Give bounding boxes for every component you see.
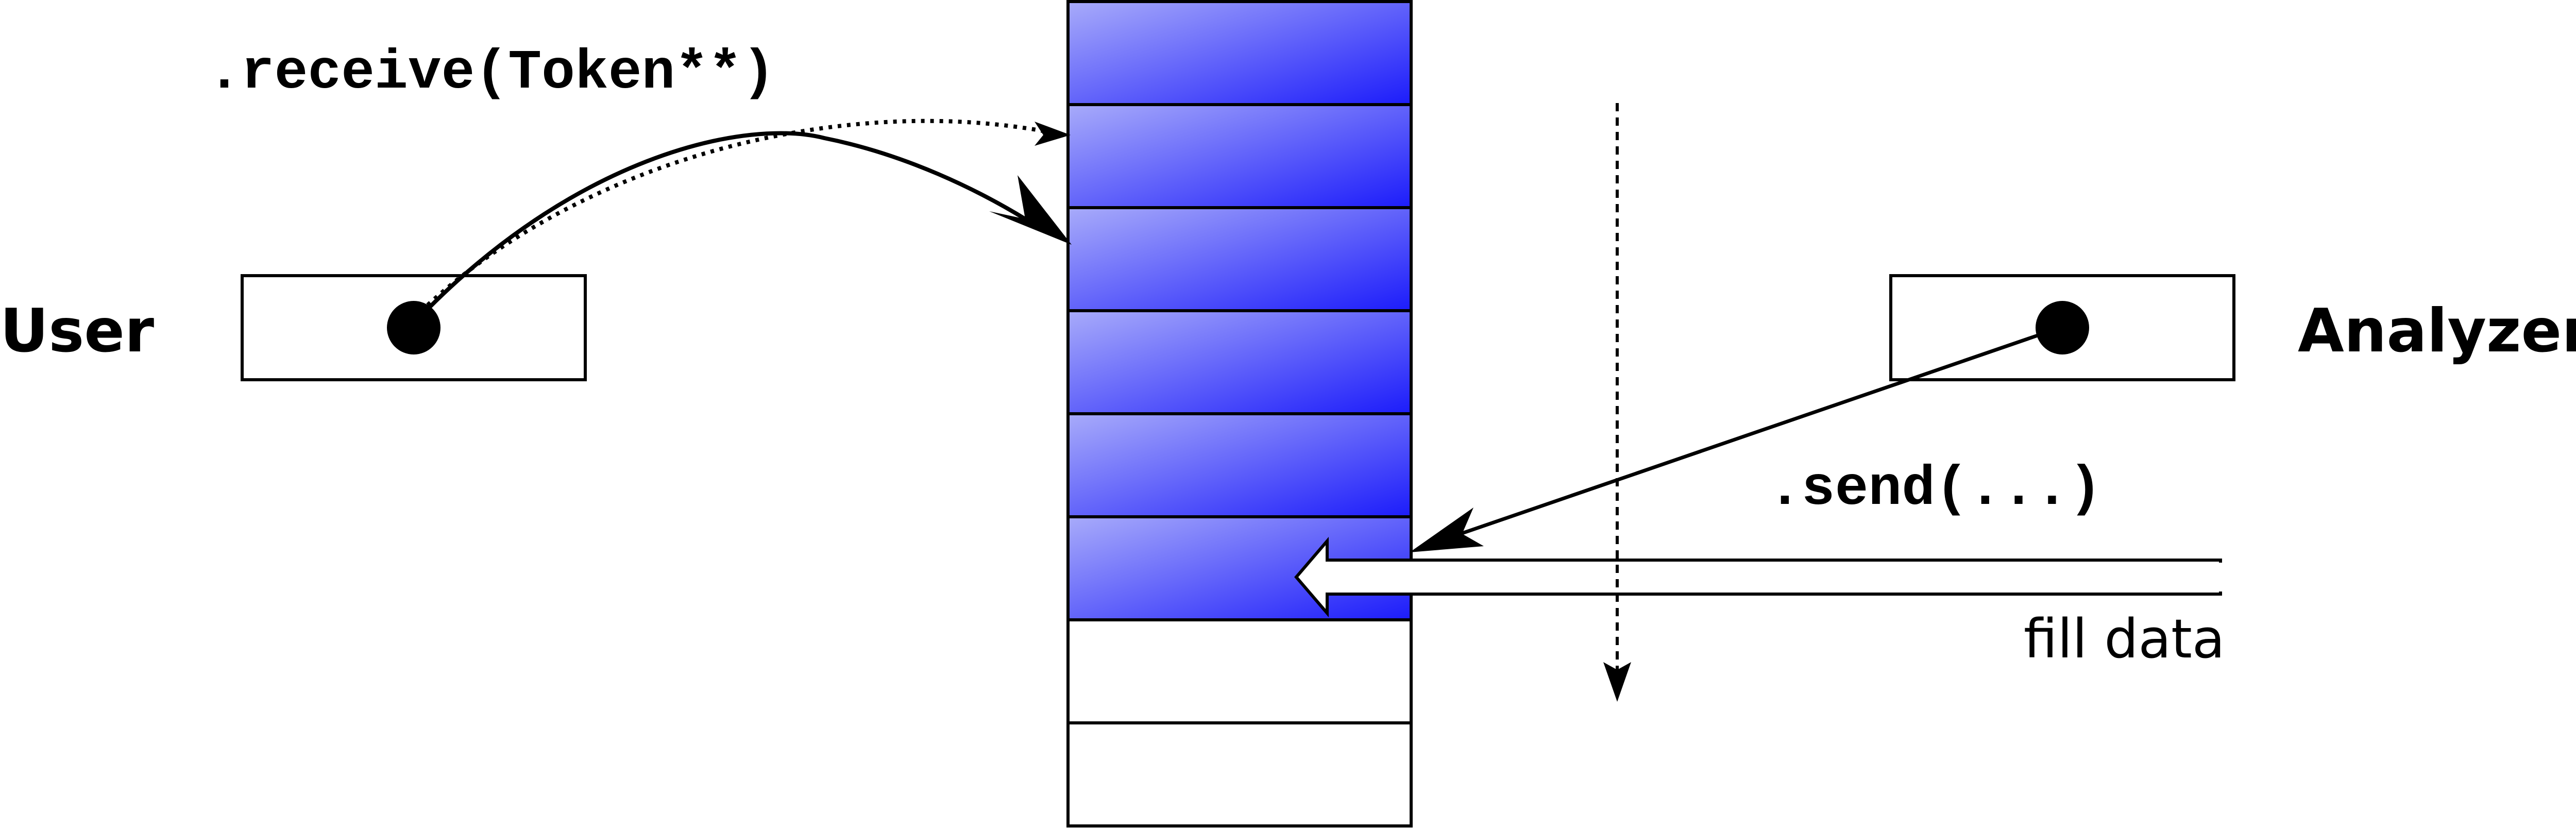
fill-data-label: fill data (2024, 607, 2225, 670)
send-arrow (1442, 333, 2040, 542)
receive-solid-arrow (427, 131, 1027, 310)
analyzer-pointer-dot (2036, 301, 2089, 354)
send-call-label: .send(...) (1768, 458, 2102, 521)
buffer-slot-empty (1066, 721, 1413, 827)
user-label: User (0, 296, 154, 366)
analyzer-label: Analyzer (2298, 296, 2576, 366)
buffer-slot-filled (1066, 412, 1413, 518)
user-pointer-dot (387, 301, 440, 354)
buffer-slot-filled (1066, 0, 1413, 106)
fill-data-arrow (1294, 536, 2222, 618)
receive-call-label: .receive(Token**) (208, 42, 775, 105)
receive-dotted-arrowhead (1035, 122, 1071, 146)
send-arrowhead (1410, 508, 1484, 552)
buffer-slot-empty (1066, 618, 1413, 724)
fill-data-arrow-open-end (2218, 563, 2229, 592)
token-buffer (1066, 0, 1413, 827)
buffer-slot-filled (1066, 206, 1413, 312)
receive-solid-arrowhead (989, 175, 1072, 245)
buffer-slot-filled (1066, 309, 1413, 415)
progress-arrowhead (1603, 662, 1631, 702)
buffer-slot-filled (1066, 103, 1413, 209)
receive-dotted-arrow (426, 119, 1054, 307)
